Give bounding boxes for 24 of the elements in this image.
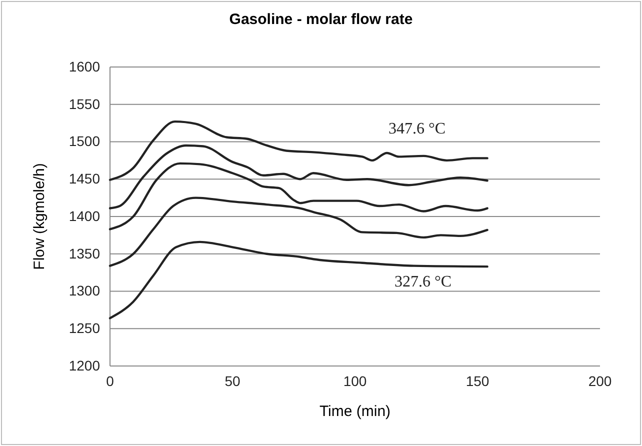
line-series <box>108 196 488 267</box>
x-tick-label: 0 <box>106 372 114 389</box>
annotation: 327.6 °C <box>394 274 452 291</box>
y-tick-label: 1400 <box>68 208 100 224</box>
x-tick-label: 200 <box>588 372 612 389</box>
x-axis-title: Time (min) <box>319 403 391 420</box>
y-tick-label: 1600 <box>68 58 100 74</box>
line-series <box>108 240 488 320</box>
x-tick-label: 100 <box>343 372 367 389</box>
y-tick-label: 1350 <box>68 245 100 262</box>
y-tick-label: 1250 <box>68 320 100 336</box>
y-axis-title: Flow (kgmole/h) <box>31 163 48 270</box>
chart-title: Gasoline - molar flow rate <box>229 11 413 28</box>
y-tick-label: 1550 <box>68 96 100 112</box>
line-series <box>108 120 488 181</box>
line-series <box>108 162 488 230</box>
x-tick-label: 150 <box>466 372 490 389</box>
y-tick-label: 1450 <box>68 170 100 187</box>
line-series <box>108 144 488 210</box>
annotation: 347.6 °C <box>388 120 446 138</box>
y-tick-label: 1300 <box>68 282 100 299</box>
y-tick-label: 1200 <box>68 357 100 374</box>
x-tick-label: 50 <box>224 372 240 389</box>
y-tick-label: 1500 <box>68 133 100 150</box>
